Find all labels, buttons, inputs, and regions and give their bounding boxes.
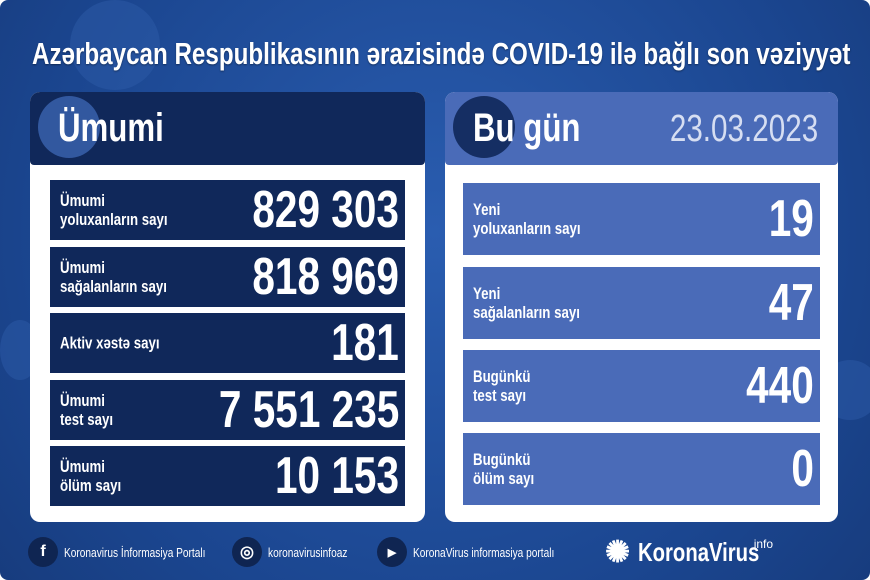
stat-row: Bugünkü test sayı 440: [463, 350, 820, 422]
stat-value: 10 153: [274, 447, 399, 505]
stat-value: 47: [768, 274, 814, 332]
virus-decoration-icon: [70, 0, 160, 90]
stat-row: Yeni sağalanların sayı 47: [463, 267, 820, 339]
stat-value: 440: [746, 357, 814, 415]
stat-row: Bugünkü ölüm sayı 0: [463, 433, 820, 505]
sun-logo-icon: ✺: [605, 535, 631, 569]
stat-value: 829 303: [252, 181, 399, 239]
instagram-link[interactable]: ◎ koronavirusinfoaz: [232, 537, 370, 567]
stat-label: Yeni yoluxanların sayı: [473, 200, 581, 238]
stat-label: Ümumi sağalanların sayı: [60, 258, 167, 296]
total-header: Ümumi: [30, 92, 425, 165]
total-panel: Ümumi Ümumi yoluxanların sayı 829 303 Ümumi…: [30, 92, 425, 522]
stat-row: Ümumi ölüm sayı 10 153: [50, 446, 405, 506]
youtube-icon: ▶: [377, 537, 407, 567]
stat-row: Ümumi test sayı 7 551 235: [50, 380, 405, 440]
facebook-link[interactable]: f Koronavirus İnformasiya Portalı: [28, 537, 245, 567]
stat-row: Ümumi yoluxanların sayı 829 303: [50, 180, 405, 240]
stat-row: Yeni yoluxanların sayı 19: [463, 183, 820, 255]
instagram-icon: ◎: [232, 537, 262, 567]
stat-label: Aktiv xəstə sayı: [60, 333, 160, 353]
today-heading: Bu gün: [473, 106, 581, 150]
page-title: Azərbaycan Respublikasının ərazisində CO…: [32, 36, 851, 71]
youtube-link[interactable]: ▶ KoronaVirus informasiya portalı: [377, 537, 594, 567]
date: 23.03.2023: [669, 108, 818, 150]
stat-label: Ümumi ölüm sayı: [60, 457, 122, 495]
stat-label: Bugünkü ölüm sayı: [473, 450, 535, 488]
stat-value: 818 969: [252, 248, 399, 306]
today-panel: Bu gün 23.03.2023 Yeni yoluxanların sayı 1…: [445, 92, 838, 522]
stat-label: Yeni sağalanların sayı: [473, 284, 580, 322]
virus-icon: [38, 96, 100, 158]
facebook-icon: f: [28, 537, 58, 567]
stat-label: Ümumi yoluxanların sayı: [60, 191, 168, 229]
stat-label: Ümumi test sayı: [60, 391, 114, 429]
stat-row: Ümumi sağalanların sayı 818 969: [50, 247, 405, 307]
stat-row: Aktiv xəstə sayı 181: [50, 313, 405, 373]
stat-value: 181: [331, 314, 399, 372]
stat-value: 0: [791, 440, 814, 498]
total-heading: Ümumi: [58, 106, 164, 150]
today-header: Bu gün 23.03.2023: [445, 92, 838, 165]
koronavirus-logo: ✺ KoronaVirus info: [605, 535, 774, 569]
stat-value: 19: [768, 190, 814, 248]
stat-value: 7 551 235: [218, 381, 399, 439]
stat-label: Bugünkü test sayı: [473, 367, 531, 405]
virus-icon: [453, 96, 515, 158]
